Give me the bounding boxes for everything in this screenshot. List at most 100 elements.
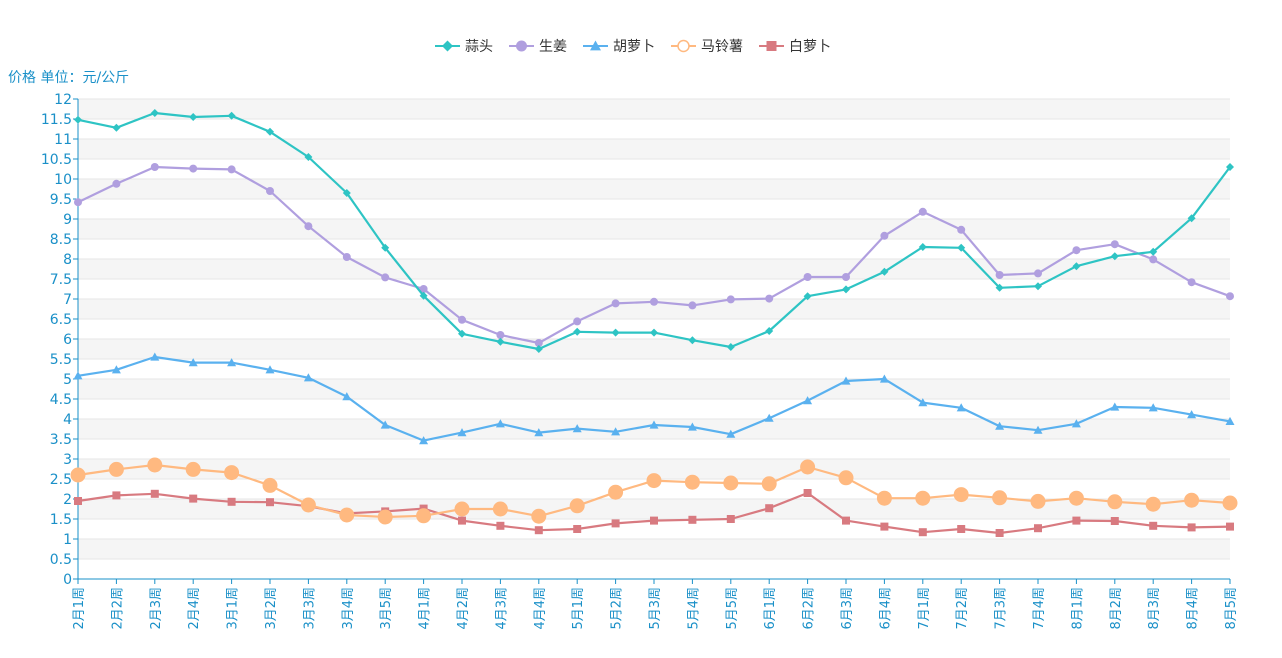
data-point[interactable] (304, 222, 313, 231)
data-point[interactable] (419, 285, 428, 293)
data-point[interactable] (1149, 521, 1158, 530)
data-point[interactable] (1187, 410, 1197, 419)
legend-item[interactable]: 马铃薯 (671, 39, 743, 55)
data-point[interactable] (1110, 517, 1119, 525)
data-point[interactable] (266, 187, 274, 195)
data-point[interactable] (650, 328, 658, 337)
data-point[interactable] (915, 490, 931, 506)
data-point[interactable] (765, 504, 774, 513)
data-point[interactable] (569, 498, 585, 514)
data-point[interactable] (189, 113, 198, 121)
data-point[interactable] (573, 317, 582, 326)
data-point[interactable] (300, 497, 316, 513)
data-point[interactable] (416, 508, 432, 524)
data-point[interactable] (726, 515, 735, 523)
data-point[interactable] (880, 267, 889, 276)
data-point[interactable] (457, 428, 467, 437)
data-point[interactable] (188, 358, 198, 367)
data-point[interactable] (381, 273, 390, 282)
data-point[interactable] (842, 273, 850, 281)
data-point[interactable] (957, 225, 966, 234)
data-point[interactable] (496, 521, 505, 530)
data-point[interactable] (1072, 516, 1081, 525)
data-point[interactable] (1110, 252, 1119, 261)
data-point[interactable] (112, 179, 121, 188)
legend-item[interactable]: 生姜 (509, 39, 567, 55)
data-point[interactable] (1187, 278, 1196, 287)
data-point[interactable] (879, 374, 889, 383)
data-point[interactable] (534, 428, 544, 437)
data-point[interactable] (1034, 269, 1042, 278)
data-point[interactable] (1149, 247, 1158, 256)
data-point[interactable] (150, 352, 160, 361)
data-point[interactable] (573, 525, 582, 533)
data-point[interactable] (995, 271, 1004, 279)
data-point[interactable] (227, 358, 237, 367)
data-point[interactable] (918, 398, 928, 407)
data-point[interactable] (458, 315, 466, 324)
data-point[interactable] (876, 490, 892, 506)
data-point[interactable] (957, 525, 966, 533)
data-point[interactable] (73, 371, 83, 380)
data-point[interactable] (458, 329, 466, 338)
data-point[interactable] (1030, 493, 1046, 509)
data-point[interactable] (74, 115, 82, 124)
data-point[interactable] (1068, 490, 1084, 506)
data-point[interactable] (1222, 495, 1238, 511)
data-point[interactable] (995, 421, 1005, 430)
data-point[interactable] (611, 427, 621, 436)
data-point[interactable] (688, 336, 697, 345)
data-point[interactable] (74, 198, 82, 207)
data-point[interactable] (1225, 416, 1235, 425)
data-point[interactable] (339, 507, 355, 523)
legend[interactable]: 蒜头 生姜 胡萝卜 马铃薯 白萝卜 (435, 39, 831, 55)
data-point[interactable] (803, 273, 812, 281)
data-point[interactable] (611, 519, 620, 528)
data-point[interactable] (995, 529, 1004, 537)
data-point[interactable] (918, 243, 927, 251)
data-point[interactable] (723, 475, 739, 491)
data-point[interactable] (957, 243, 966, 252)
data-point[interactable] (458, 516, 466, 525)
data-point[interactable] (956, 403, 966, 412)
data-point[interactable] (534, 345, 543, 353)
data-point[interactable] (649, 420, 659, 429)
data-point[interactable] (1033, 425, 1043, 434)
legend-marker[interactable] (590, 40, 601, 51)
legend-item[interactable]: 胡萝卜 (583, 39, 655, 55)
data-point[interactable] (342, 253, 351, 261)
data-point[interactable] (608, 484, 624, 500)
data-point[interactable] (304, 153, 313, 161)
data-point[interactable] (688, 515, 697, 524)
data-point[interactable] (650, 297, 658, 306)
data-point[interactable] (534, 526, 543, 535)
data-point[interactable] (1226, 163, 1234, 171)
data-point[interactable] (1187, 523, 1196, 532)
data-point[interactable] (765, 294, 774, 303)
data-point[interactable] (1149, 255, 1158, 264)
data-point[interactable] (1226, 292, 1234, 301)
data-point[interactable] (918, 528, 927, 537)
data-point[interactable] (688, 301, 697, 310)
data-point[interactable] (1110, 402, 1120, 411)
data-point[interactable] (189, 164, 198, 173)
data-point[interactable] (880, 231, 889, 240)
data-point[interactable] (650, 516, 658, 525)
data-point[interactable] (841, 376, 851, 385)
data-point[interactable] (953, 487, 969, 503)
data-point[interactable] (803, 396, 813, 405)
data-point[interactable] (572, 424, 582, 433)
data-point[interactable] (112, 491, 121, 500)
data-point[interactable] (995, 283, 1004, 292)
data-point[interactable] (419, 436, 429, 445)
data-point[interactable] (1226, 522, 1234, 531)
data-point[interactable] (838, 470, 854, 486)
data-point[interactable] (342, 189, 351, 197)
data-point[interactable] (534, 339, 543, 347)
data-point[interactable] (303, 373, 313, 382)
data-point[interactable] (1072, 246, 1081, 255)
data-point[interactable] (800, 459, 816, 475)
data-point[interactable] (1110, 240, 1119, 249)
data-point[interactable] (377, 509, 393, 525)
data-point[interactable] (112, 123, 121, 132)
